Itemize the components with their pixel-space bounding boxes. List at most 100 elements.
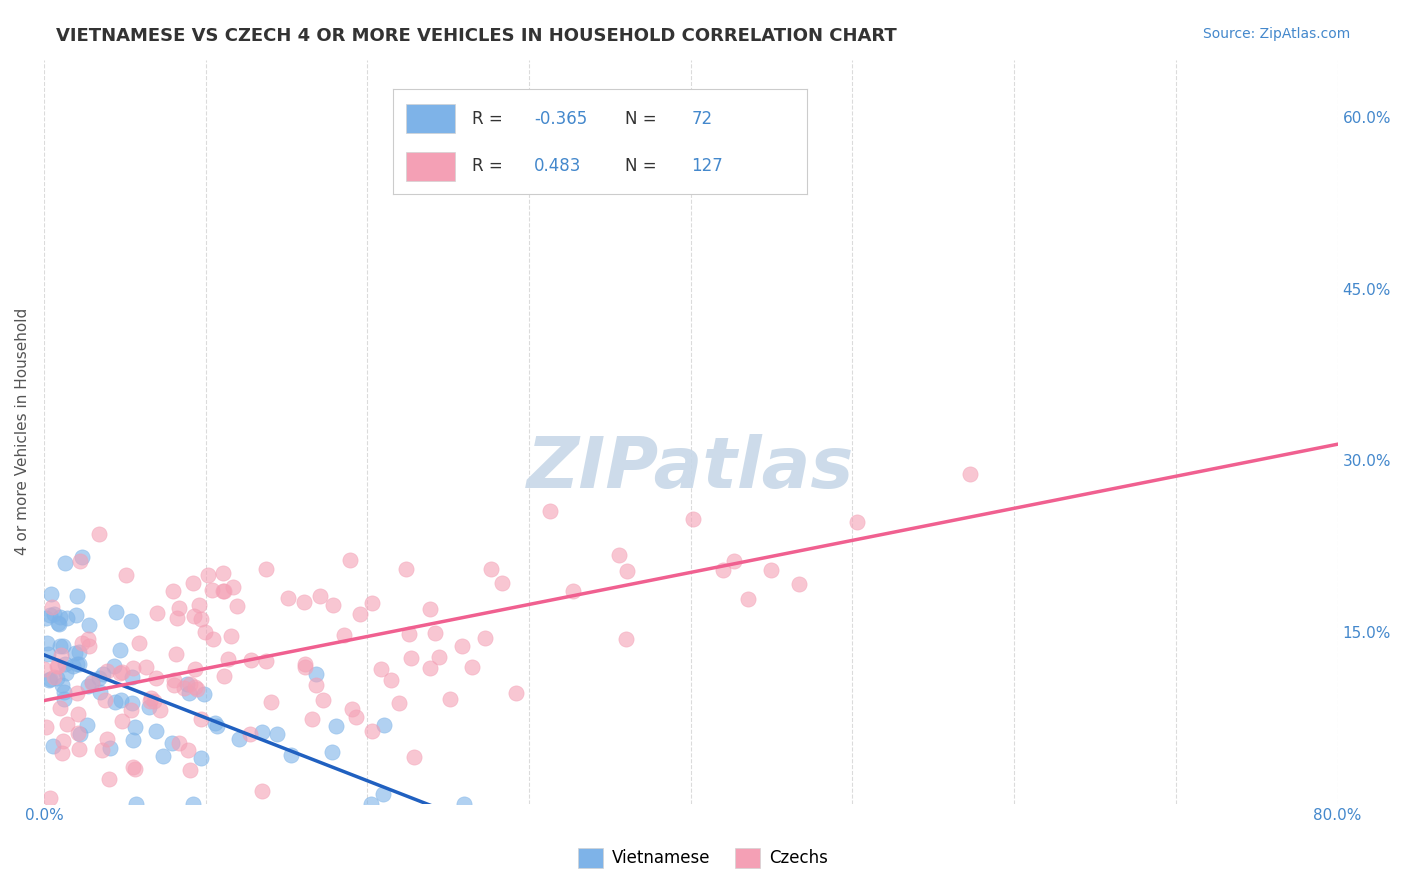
Point <box>77 679 100 693</box>
Point <box>423 626 446 640</box>
Point <box>360 596 382 610</box>
Point <box>188 598 211 612</box>
Point <box>138 694 160 708</box>
Point <box>163 678 186 692</box>
Point <box>69 727 91 741</box>
Point <box>55 556 77 570</box>
Point <box>254 654 277 668</box>
Point <box>173 681 195 695</box>
Point <box>321 745 343 759</box>
Point <box>453 797 475 811</box>
Point <box>439 691 461 706</box>
Point <box>162 583 184 598</box>
Point <box>761 563 783 577</box>
Point <box>55 666 77 681</box>
Point <box>294 660 316 674</box>
Point <box>505 686 527 700</box>
Point <box>39 608 62 623</box>
Point <box>845 515 868 529</box>
Point <box>77 639 100 653</box>
Point <box>76 718 98 732</box>
Point <box>87 671 110 685</box>
Point <box>177 743 200 757</box>
Point <box>322 598 344 612</box>
Point <box>128 636 150 650</box>
Point <box>82 676 104 690</box>
Point <box>427 650 450 665</box>
Point <box>108 666 131 681</box>
Point <box>120 703 142 717</box>
Point <box>737 592 759 607</box>
Point <box>105 606 128 620</box>
Point <box>145 723 167 738</box>
Text: Source: ZipAtlas.com: Source: ZipAtlas.com <box>1202 27 1350 41</box>
Point <box>419 661 441 675</box>
Point <box>63 646 86 660</box>
Point <box>67 741 90 756</box>
Point <box>607 548 630 562</box>
Point <box>165 647 187 661</box>
Point <box>66 657 89 671</box>
Point <box>349 607 371 621</box>
Point <box>65 607 87 622</box>
Point <box>201 582 224 597</box>
Point <box>121 697 143 711</box>
Point <box>66 686 89 700</box>
Point <box>266 726 288 740</box>
Point <box>72 635 94 649</box>
Point <box>35 611 58 625</box>
Point <box>56 611 79 625</box>
Point <box>37 673 59 688</box>
Point <box>39 791 62 805</box>
Point <box>139 691 162 706</box>
Text: VIETNAMESE VS CZECH 4 OR MORE VEHICLES IN HOUSEHOLD CORRELATION CHART: VIETNAMESE VS CZECH 4 OR MORE VEHICLES I… <box>56 27 897 45</box>
Point <box>135 659 157 673</box>
Point <box>91 743 114 757</box>
Point <box>190 750 212 764</box>
Point <box>97 772 120 787</box>
Point <box>115 568 138 582</box>
Point <box>212 669 235 683</box>
Point <box>260 695 283 709</box>
Point <box>152 749 174 764</box>
Point <box>250 784 273 798</box>
Point <box>52 639 75 653</box>
Point <box>79 618 101 632</box>
Point <box>98 740 121 755</box>
Point <box>138 699 160 714</box>
Point <box>371 787 394 801</box>
Point <box>67 657 90 671</box>
Point <box>52 734 75 748</box>
Point <box>160 736 183 750</box>
Point <box>340 702 363 716</box>
Text: ZIPatlas: ZIPatlas <box>527 434 855 503</box>
Point <box>179 677 201 691</box>
Point <box>89 684 111 698</box>
Point <box>62 659 84 673</box>
Point <box>96 732 118 747</box>
Point <box>70 549 93 564</box>
Point <box>96 664 118 678</box>
Point <box>370 662 392 676</box>
Point <box>787 577 810 591</box>
Point <box>239 727 262 741</box>
Point <box>122 733 145 747</box>
Point <box>38 672 60 686</box>
Legend: Vietnamese, Czechs: Vietnamese, Czechs <box>572 841 834 875</box>
Point <box>125 797 148 811</box>
Point <box>181 575 204 590</box>
Point <box>194 625 217 640</box>
Point <box>91 666 114 681</box>
Point <box>305 678 328 692</box>
Point <box>201 632 224 647</box>
Point <box>80 675 103 690</box>
Point <box>184 662 207 676</box>
Point <box>176 677 198 691</box>
Point <box>124 720 146 734</box>
Point <box>614 632 637 646</box>
Point <box>122 759 145 773</box>
Point <box>682 512 704 526</box>
Point <box>51 648 73 662</box>
Point <box>34 720 56 734</box>
Point <box>121 670 143 684</box>
